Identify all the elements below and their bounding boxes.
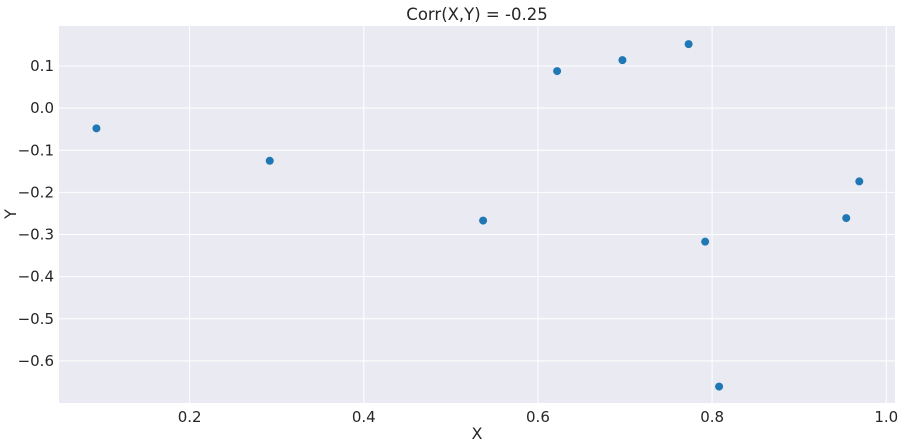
- y-tick-label: −0.5: [18, 310, 54, 328]
- chart-title: Corr(X,Y) = -0.25: [406, 5, 547, 24]
- data-point: [715, 382, 724, 391]
- plot-area: [59, 26, 895, 403]
- y-tick-label: −0.2: [18, 183, 54, 201]
- y-tick-labels: 0.1 0.0 −0.1 −0.2 −0.3 −0.4 −0.5 −0.6: [18, 57, 54, 370]
- data-point: [618, 56, 627, 65]
- data-point: [92, 124, 101, 133]
- data-point: [842, 214, 851, 223]
- x-tick-label: 0.2: [178, 408, 202, 426]
- x-tick-label: 0.8: [700, 408, 724, 426]
- x-tick-label: 0.6: [526, 408, 550, 426]
- x-tick-labels: 0.2 0.4 0.6 0.8 1.0: [178, 408, 899, 426]
- data-point: [701, 237, 710, 246]
- y-tick-label: −0.4: [18, 268, 54, 286]
- y-tick-label: −0.3: [18, 226, 54, 244]
- y-tick-label: 0.0: [30, 99, 54, 117]
- grid-lines: [59, 26, 895, 403]
- data-point: [684, 40, 693, 49]
- data-points: [92, 40, 864, 391]
- y-tick-label: −0.1: [18, 141, 54, 159]
- y-tick-label: 0.1: [30, 57, 54, 75]
- x-tick-label: 0.4: [352, 408, 376, 426]
- data-point: [479, 216, 488, 225]
- data-point: [553, 67, 562, 76]
- y-tick-label: −0.6: [18, 352, 54, 370]
- y-axis-label: Y: [1, 209, 20, 220]
- x-tick-label: 1.0: [874, 408, 898, 426]
- x-axis-label: X: [472, 424, 483, 443]
- data-point: [855, 177, 864, 186]
- data-point: [265, 156, 274, 165]
